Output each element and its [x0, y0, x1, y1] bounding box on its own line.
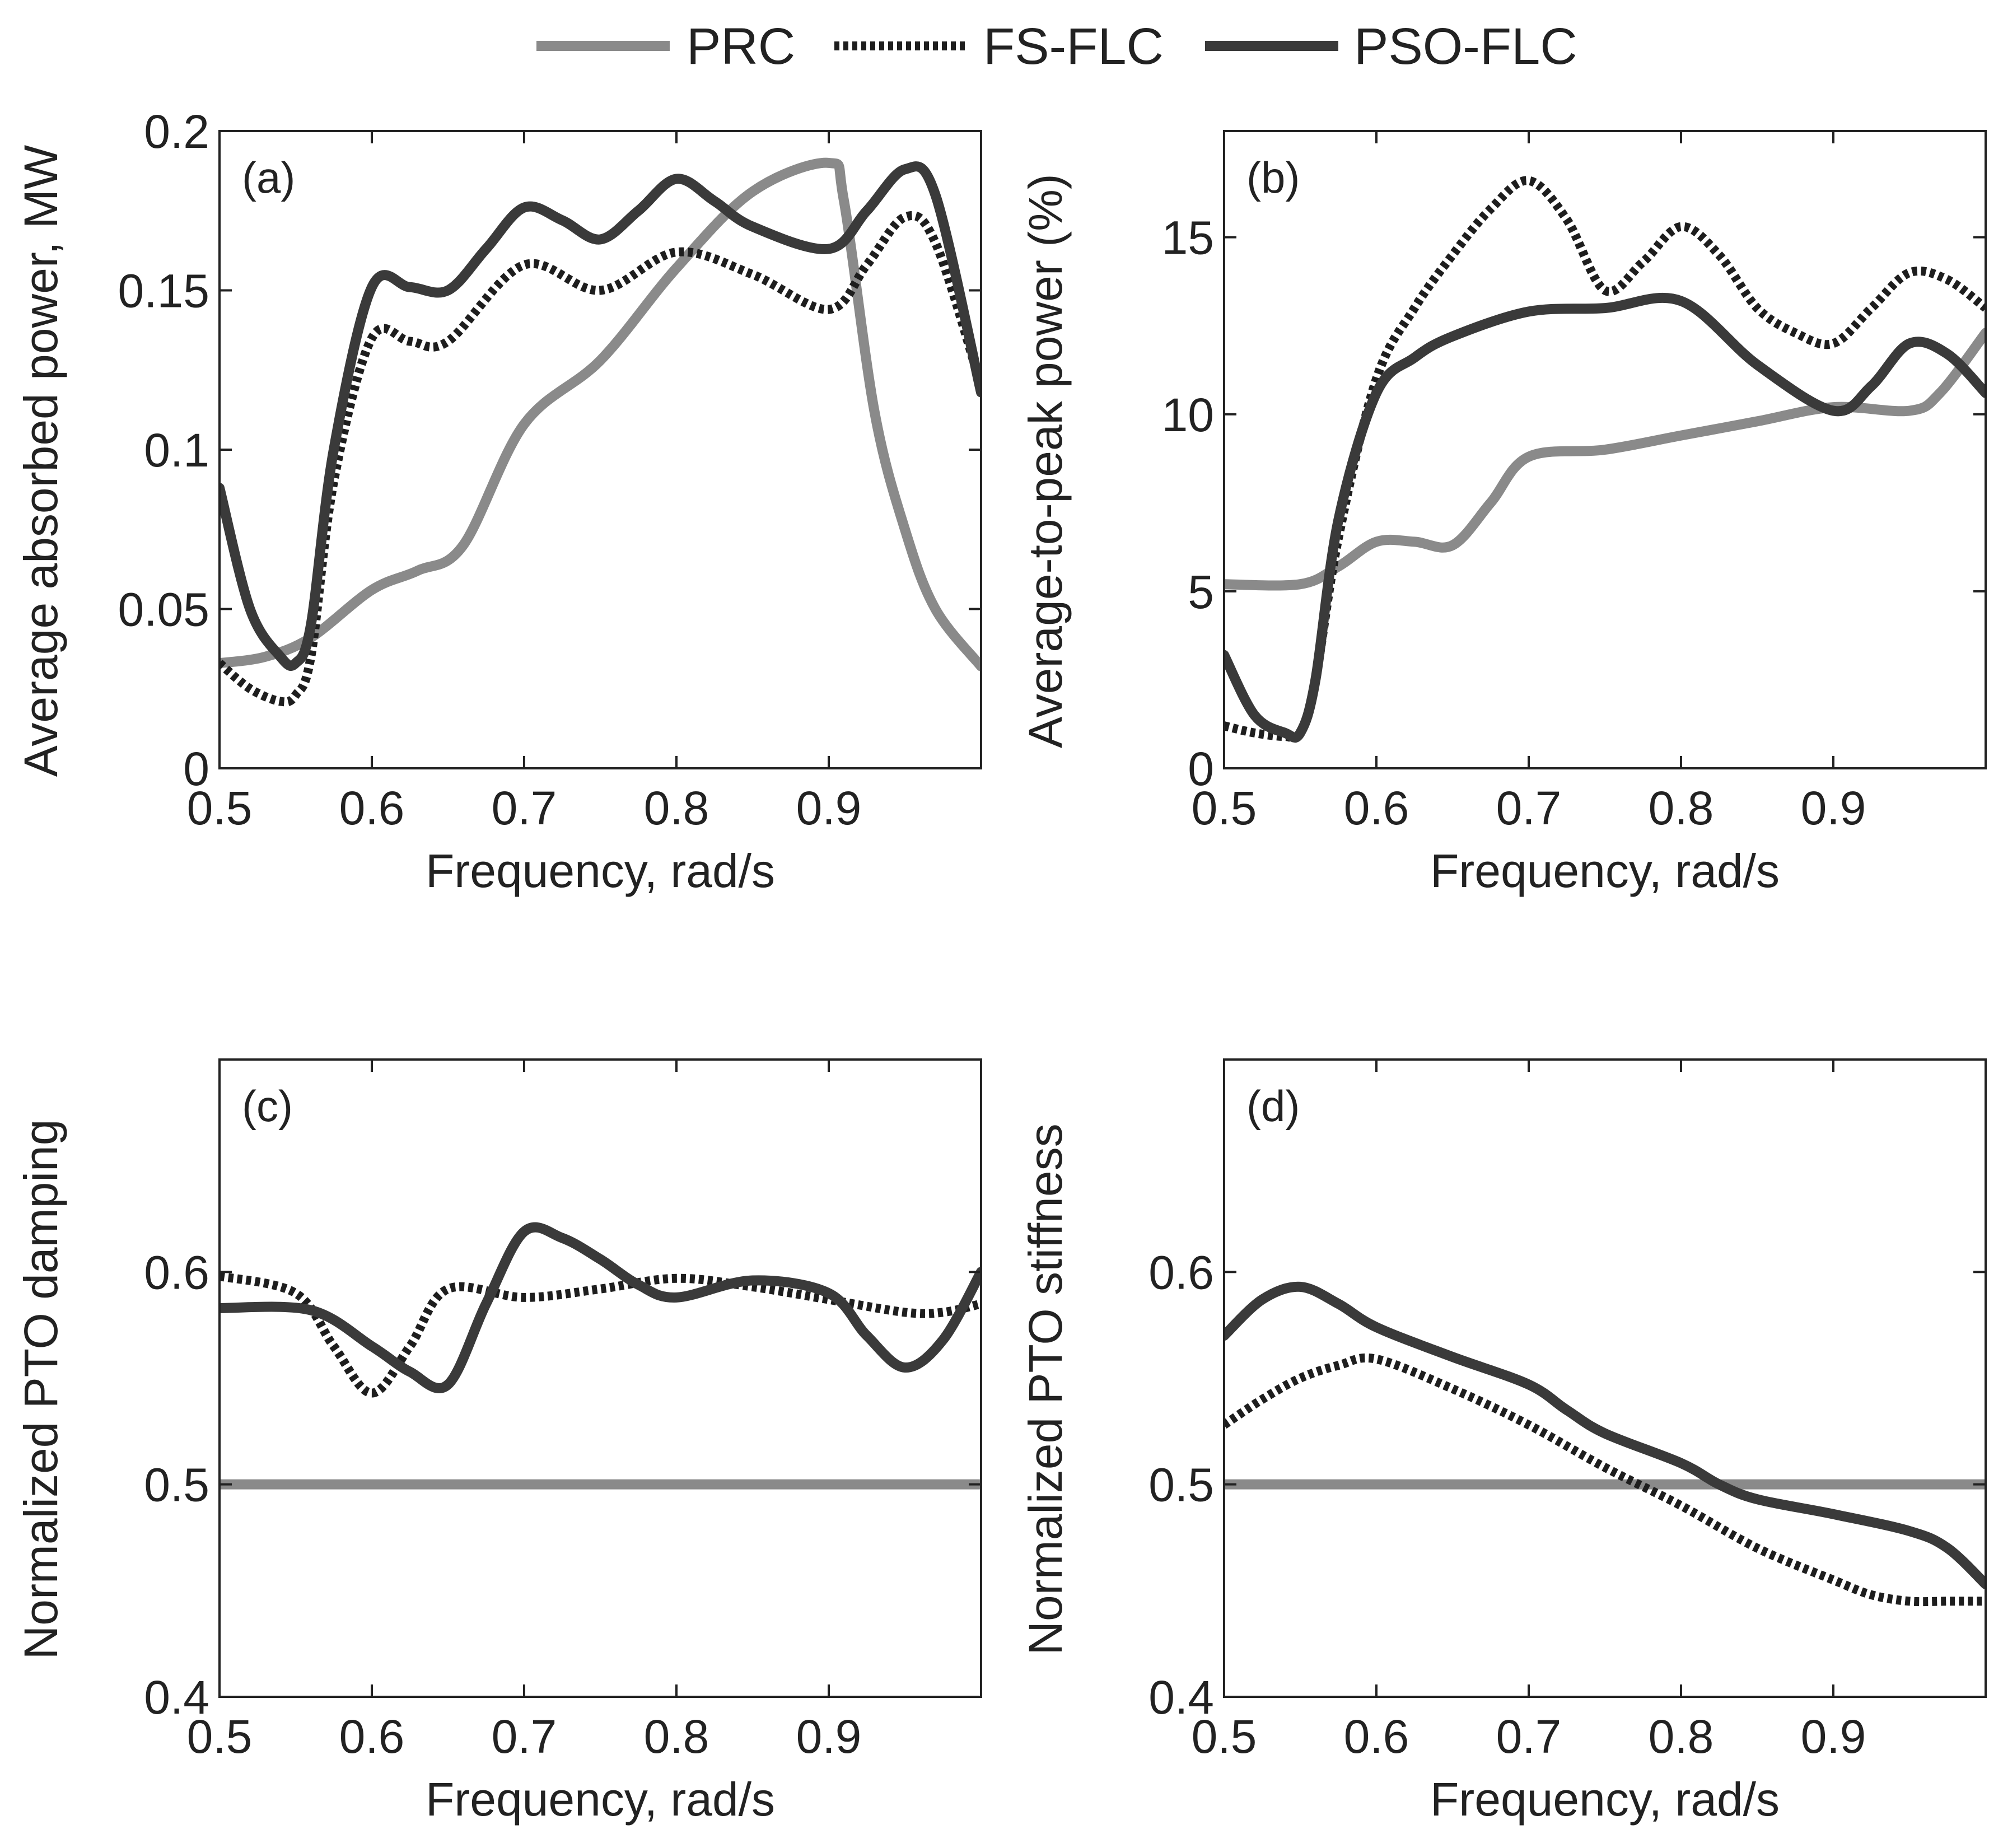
series-line-fs-flc — [220, 1272, 981, 1398]
panel-label: (d) — [1246, 1081, 1300, 1131]
series-group — [1224, 176, 1986, 743]
x-tick-label: 0.6 — [339, 1710, 405, 1763]
series-line-pso-flc — [220, 1222, 981, 1393]
y-tick-label: 0.5 — [1148, 1459, 1214, 1511]
series-group — [220, 1222, 981, 1490]
x-tick-label: 0.8 — [644, 1710, 709, 1763]
panel-label: (a) — [242, 153, 295, 202]
y-tick-label: 0.6 — [144, 1246, 209, 1299]
y-tick-label: 5 — [1188, 566, 1214, 618]
x-tick-label: 0.5 — [1192, 1710, 1257, 1763]
y-tick-label: 0.4 — [144, 1671, 209, 1724]
y-axis-label: Average-to-peak power (%) — [1019, 174, 1072, 748]
y-tick-label: 10 — [1162, 389, 1214, 441]
y-tick-label: 0.05 — [118, 584, 210, 636]
x-tick-label: 0.9 — [1801, 1710, 1866, 1763]
x-tick-label: 0.6 — [1344, 782, 1409, 834]
series-line-fs-flc — [1224, 176, 1986, 743]
series-line-pso-flc — [1224, 292, 1986, 743]
x-axis-label: Frequency, rad/s — [1430, 1773, 1780, 1826]
x-axis-label: Frequency, rad/s — [426, 844, 775, 897]
axes-frame — [1223, 1058, 1987, 1698]
series-line-pso-flc — [220, 161, 981, 671]
series-line-prc — [1224, 328, 1986, 591]
panel-a: 0.5 0.6 0.7 0.8 0.9 0 0.05 0.1 0.15 0.2 Frequency,… — [15, 105, 982, 897]
x-tick-label: 0.7 — [492, 782, 557, 834]
legend-label-fs-flc: FS-FLC — [983, 18, 1164, 75]
y-axis-label: Average absorbed power, MW — [15, 145, 67, 777]
series-line-prc — [220, 157, 981, 671]
x-tick-label: 0.9 — [796, 782, 862, 834]
x-tick-label: 0.6 — [1344, 1710, 1409, 1763]
x-tick-label: 0.8 — [644, 782, 709, 834]
series-group — [220, 157, 981, 707]
legend-label-prc: PRC — [687, 18, 795, 75]
panel-label: (b) — [1246, 153, 1300, 202]
y-tick-label: 0.5 — [144, 1459, 209, 1511]
x-tick-label: 0.9 — [796, 1710, 862, 1763]
series-line-fs-flc — [1224, 1353, 1986, 1607]
y-axis-label: Normalized PTO stiffness — [1019, 1123, 1072, 1655]
y-tick-label: 15 — [1162, 212, 1214, 264]
y-axis-label: Normalized PTO damping — [15, 1119, 67, 1660]
y-tick-label: 0.2 — [144, 105, 209, 158]
x-tick-label: 0.8 — [1649, 782, 1714, 834]
y-tick-label: 0.4 — [1148, 1671, 1214, 1724]
x-tick-label: 0.7 — [1496, 782, 1562, 834]
series-group — [1224, 1281, 1986, 1607]
axes-frame — [218, 1058, 982, 1698]
x-tick-label: 0.5 — [187, 1710, 253, 1763]
x-axis-label: Frequency, rad/s — [426, 1773, 775, 1826]
y-tick-label: 0.6 — [1148, 1246, 1214, 1299]
axes-frame — [1223, 130, 1987, 769]
x-tick-label: 0.5 — [187, 782, 253, 834]
x-tick-label: 0.5 — [1192, 782, 1257, 834]
panel-b: 0.5 0.6 0.7 0.8 0.9 0 5 10 15 Frequency, rad/s Ave… — [1019, 130, 1987, 897]
series-line-fs-flc — [220, 211, 981, 707]
x-tick-label: 0.8 — [1649, 1710, 1714, 1763]
panel-label: (c) — [242, 1081, 293, 1131]
y-tick-label: 0.15 — [118, 265, 210, 318]
y-tick-label: 0 — [1188, 743, 1214, 795]
x-tick-label: 0.9 — [1801, 782, 1866, 834]
x-tick-label: 0.7 — [1496, 1710, 1562, 1763]
y-tick-label: 0.1 — [144, 424, 209, 477]
x-tick-label: 0.6 — [339, 782, 405, 834]
legend: PRC FS-FLC PSO-FLC — [536, 18, 1577, 75]
x-tick-label: 0.7 — [492, 1710, 557, 1763]
y-tick-label: 0 — [183, 743, 209, 795]
series-line-pso-flc — [1224, 1281, 1986, 1589]
x-axis-label: Frequency, rad/s — [1430, 844, 1780, 897]
legend-label-pso-flc: PSO-FLC — [1354, 18, 1577, 75]
